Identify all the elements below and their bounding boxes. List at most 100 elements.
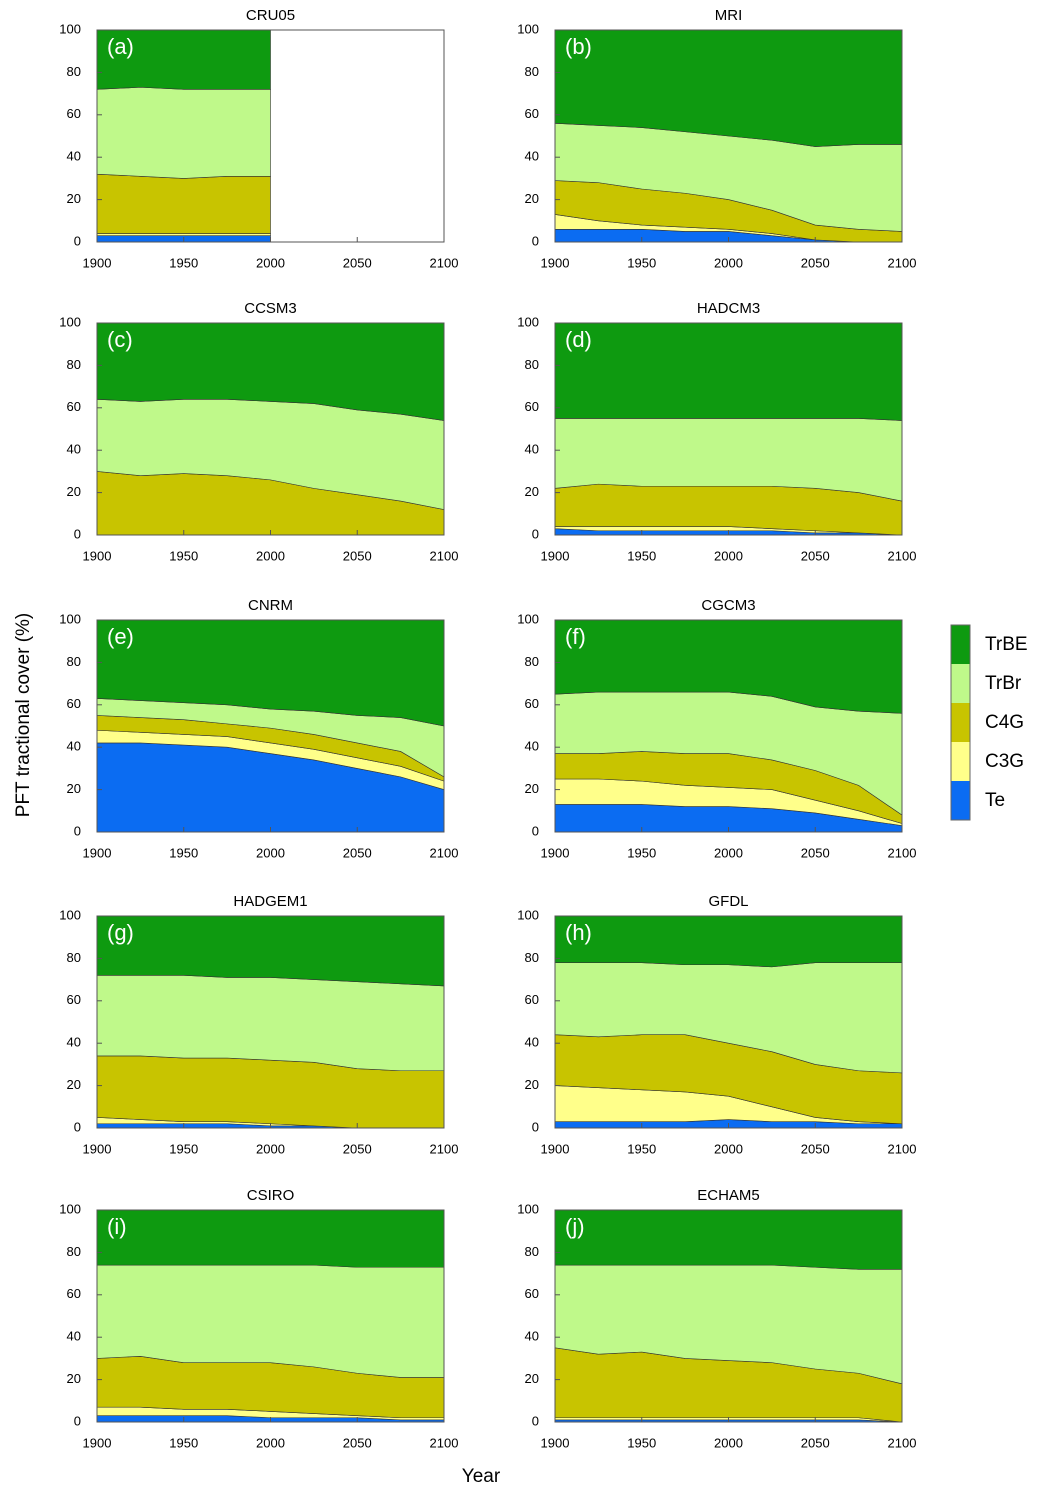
panel-label: (i) [107, 1214, 127, 1239]
legend-swatch [951, 664, 970, 703]
chart-title: CRU05 [246, 7, 295, 24]
x-tick-label: 2050 [343, 1141, 372, 1156]
area [96, 915, 445, 987]
area [554, 322, 903, 421]
x-tick-label: 1950 [627, 255, 656, 270]
chart-title: ECHAM5 [697, 1187, 760, 1204]
y-tick-label: 80 [525, 654, 539, 669]
x-tick-label: 1900 [83, 1141, 112, 1156]
y-tick-label: 60 [525, 106, 539, 121]
x-tick-label: 1950 [627, 1435, 656, 1450]
y-tick-label: 20 [525, 191, 539, 206]
y-tick-label: 100 [517, 611, 539, 626]
panel-label: (h) [565, 920, 592, 945]
panel: CNRM (e) 0 20 40 60 80 100 1900 1950 2000 2050 2100 [59, 597, 458, 860]
x-tick-label: 2050 [801, 255, 830, 270]
panel: CGCM3 (f) 0 20 40 60 80 100 1900 1950 2000 2050 2100 [517, 597, 916, 860]
y-tick-label: 40 [67, 1035, 81, 1050]
x-tick-label: 1900 [541, 845, 570, 860]
area [96, 233, 271, 236]
x-tick-label: 1950 [627, 548, 656, 563]
y-tick-label: 20 [67, 191, 81, 206]
x-tick-label: 2000 [714, 1141, 743, 1156]
chart-title: HADGEM1 [233, 893, 307, 910]
legend-label: TrBr [985, 673, 1022, 694]
x-tick-label: 2100 [430, 1141, 459, 1156]
y-tick-label: 40 [67, 149, 81, 164]
x-tick-label: 2050 [801, 1141, 830, 1156]
y-tick-label: 0 [74, 1413, 81, 1428]
y-tick-label: 0 [74, 823, 81, 838]
y-tick-label: 60 [525, 1286, 539, 1301]
x-tick-label: 2050 [343, 845, 372, 860]
y-tick-label: 20 [67, 484, 81, 499]
area [96, 173, 271, 234]
y-tick-label: 0 [74, 526, 81, 541]
y-tick-label: 40 [67, 442, 81, 457]
y-tick-label: 100 [59, 611, 81, 626]
panel: CRU05 (a) 0 20 40 60 80 100 1900 1950 2000 2050 2100 [59, 7, 458, 270]
legend-swatch [951, 781, 970, 820]
y-tick-label: 60 [67, 399, 81, 414]
y-tick-label: 60 [67, 992, 81, 1007]
x-tick-label: 2100 [430, 1435, 459, 1450]
y-tick-label: 80 [67, 654, 81, 669]
y-tick-label: 40 [525, 739, 539, 754]
y-tick-label: 20 [525, 1077, 539, 1092]
x-tick-label: 2000 [256, 548, 285, 563]
x-tick-label: 2050 [801, 548, 830, 563]
panel: HADCM3 (d) 0 20 40 60 80 100 1900 1950 2000 2050 210… [517, 300, 916, 563]
x-tick-label: 2000 [714, 1435, 743, 1450]
chart-title: CGCM3 [701, 597, 755, 614]
y-tick-label: 20 [67, 781, 81, 796]
panel: CCSM3 (c) 0 20 40 60 80 100 1900 1950 2000 2050 2100 [59, 300, 458, 563]
x-tick-label: 1900 [83, 255, 112, 270]
panel-label: (j) [565, 1214, 585, 1239]
x-tick-label: 2050 [343, 1435, 372, 1450]
y-tick-label: 80 [525, 1244, 539, 1259]
x-tick-label: 2100 [430, 548, 459, 563]
y-axis-label: PFT tractional cover (%) [13, 613, 34, 817]
y-tick-label: 0 [532, 233, 539, 248]
y-tick-label: 0 [532, 1413, 539, 1428]
y-tick-label: 80 [525, 357, 539, 372]
y-tick-label: 20 [67, 1371, 81, 1386]
area [96, 86, 271, 179]
y-tick-label: 40 [67, 1329, 81, 1344]
y-tick-label: 0 [532, 1119, 539, 1134]
y-tick-label: 60 [67, 106, 81, 121]
x-tick-label: 2000 [714, 255, 743, 270]
x-tick-label: 1900 [541, 255, 570, 270]
panel-label: (c) [107, 327, 133, 352]
x-tick-label: 1900 [541, 1141, 570, 1156]
x-tick-label: 2100 [888, 1141, 917, 1156]
panel: CSIRO (i) 0 20 40 60 80 100 1900 1950 2000 2050 2100 [59, 1187, 458, 1450]
legend-frame [950, 624, 971, 821]
x-tick-label: 2050 [801, 1435, 830, 1450]
y-tick-label: 60 [525, 399, 539, 414]
x-tick-label: 2000 [256, 1141, 285, 1156]
chart-title: CSIRO [247, 1187, 295, 1204]
panel-label: (a) [107, 34, 134, 59]
panel-label: (g) [107, 920, 134, 945]
y-tick-label: 100 [517, 1201, 539, 1216]
y-tick-label: 20 [67, 1077, 81, 1092]
x-tick-label: 2050 [343, 548, 372, 563]
y-tick-label: 60 [67, 1286, 81, 1301]
y-tick-label: 80 [67, 950, 81, 965]
chart-title: CNRM [248, 597, 293, 614]
legend-label: TrBE [985, 634, 1028, 655]
x-axis-label: Year [462, 1466, 501, 1487]
y-tick-label: 80 [525, 64, 539, 79]
area [554, 915, 903, 968]
y-tick-label: 100 [59, 314, 81, 329]
legend-label: Te [985, 790, 1005, 811]
x-tick-label: 1900 [83, 1435, 112, 1450]
panel: HADGEM1 (g) 0 20 40 60 80 100 1900 1950 2000 2050 21… [59, 893, 458, 1156]
x-tick-label: 1950 [169, 1435, 198, 1450]
x-tick-label: 2000 [256, 1435, 285, 1450]
panel: MRI (b) 0 20 40 60 80 100 1900 1950 2000 2050 2100 [517, 7, 916, 270]
legend-swatch [951, 703, 970, 742]
x-tick-label: 1950 [169, 845, 198, 860]
